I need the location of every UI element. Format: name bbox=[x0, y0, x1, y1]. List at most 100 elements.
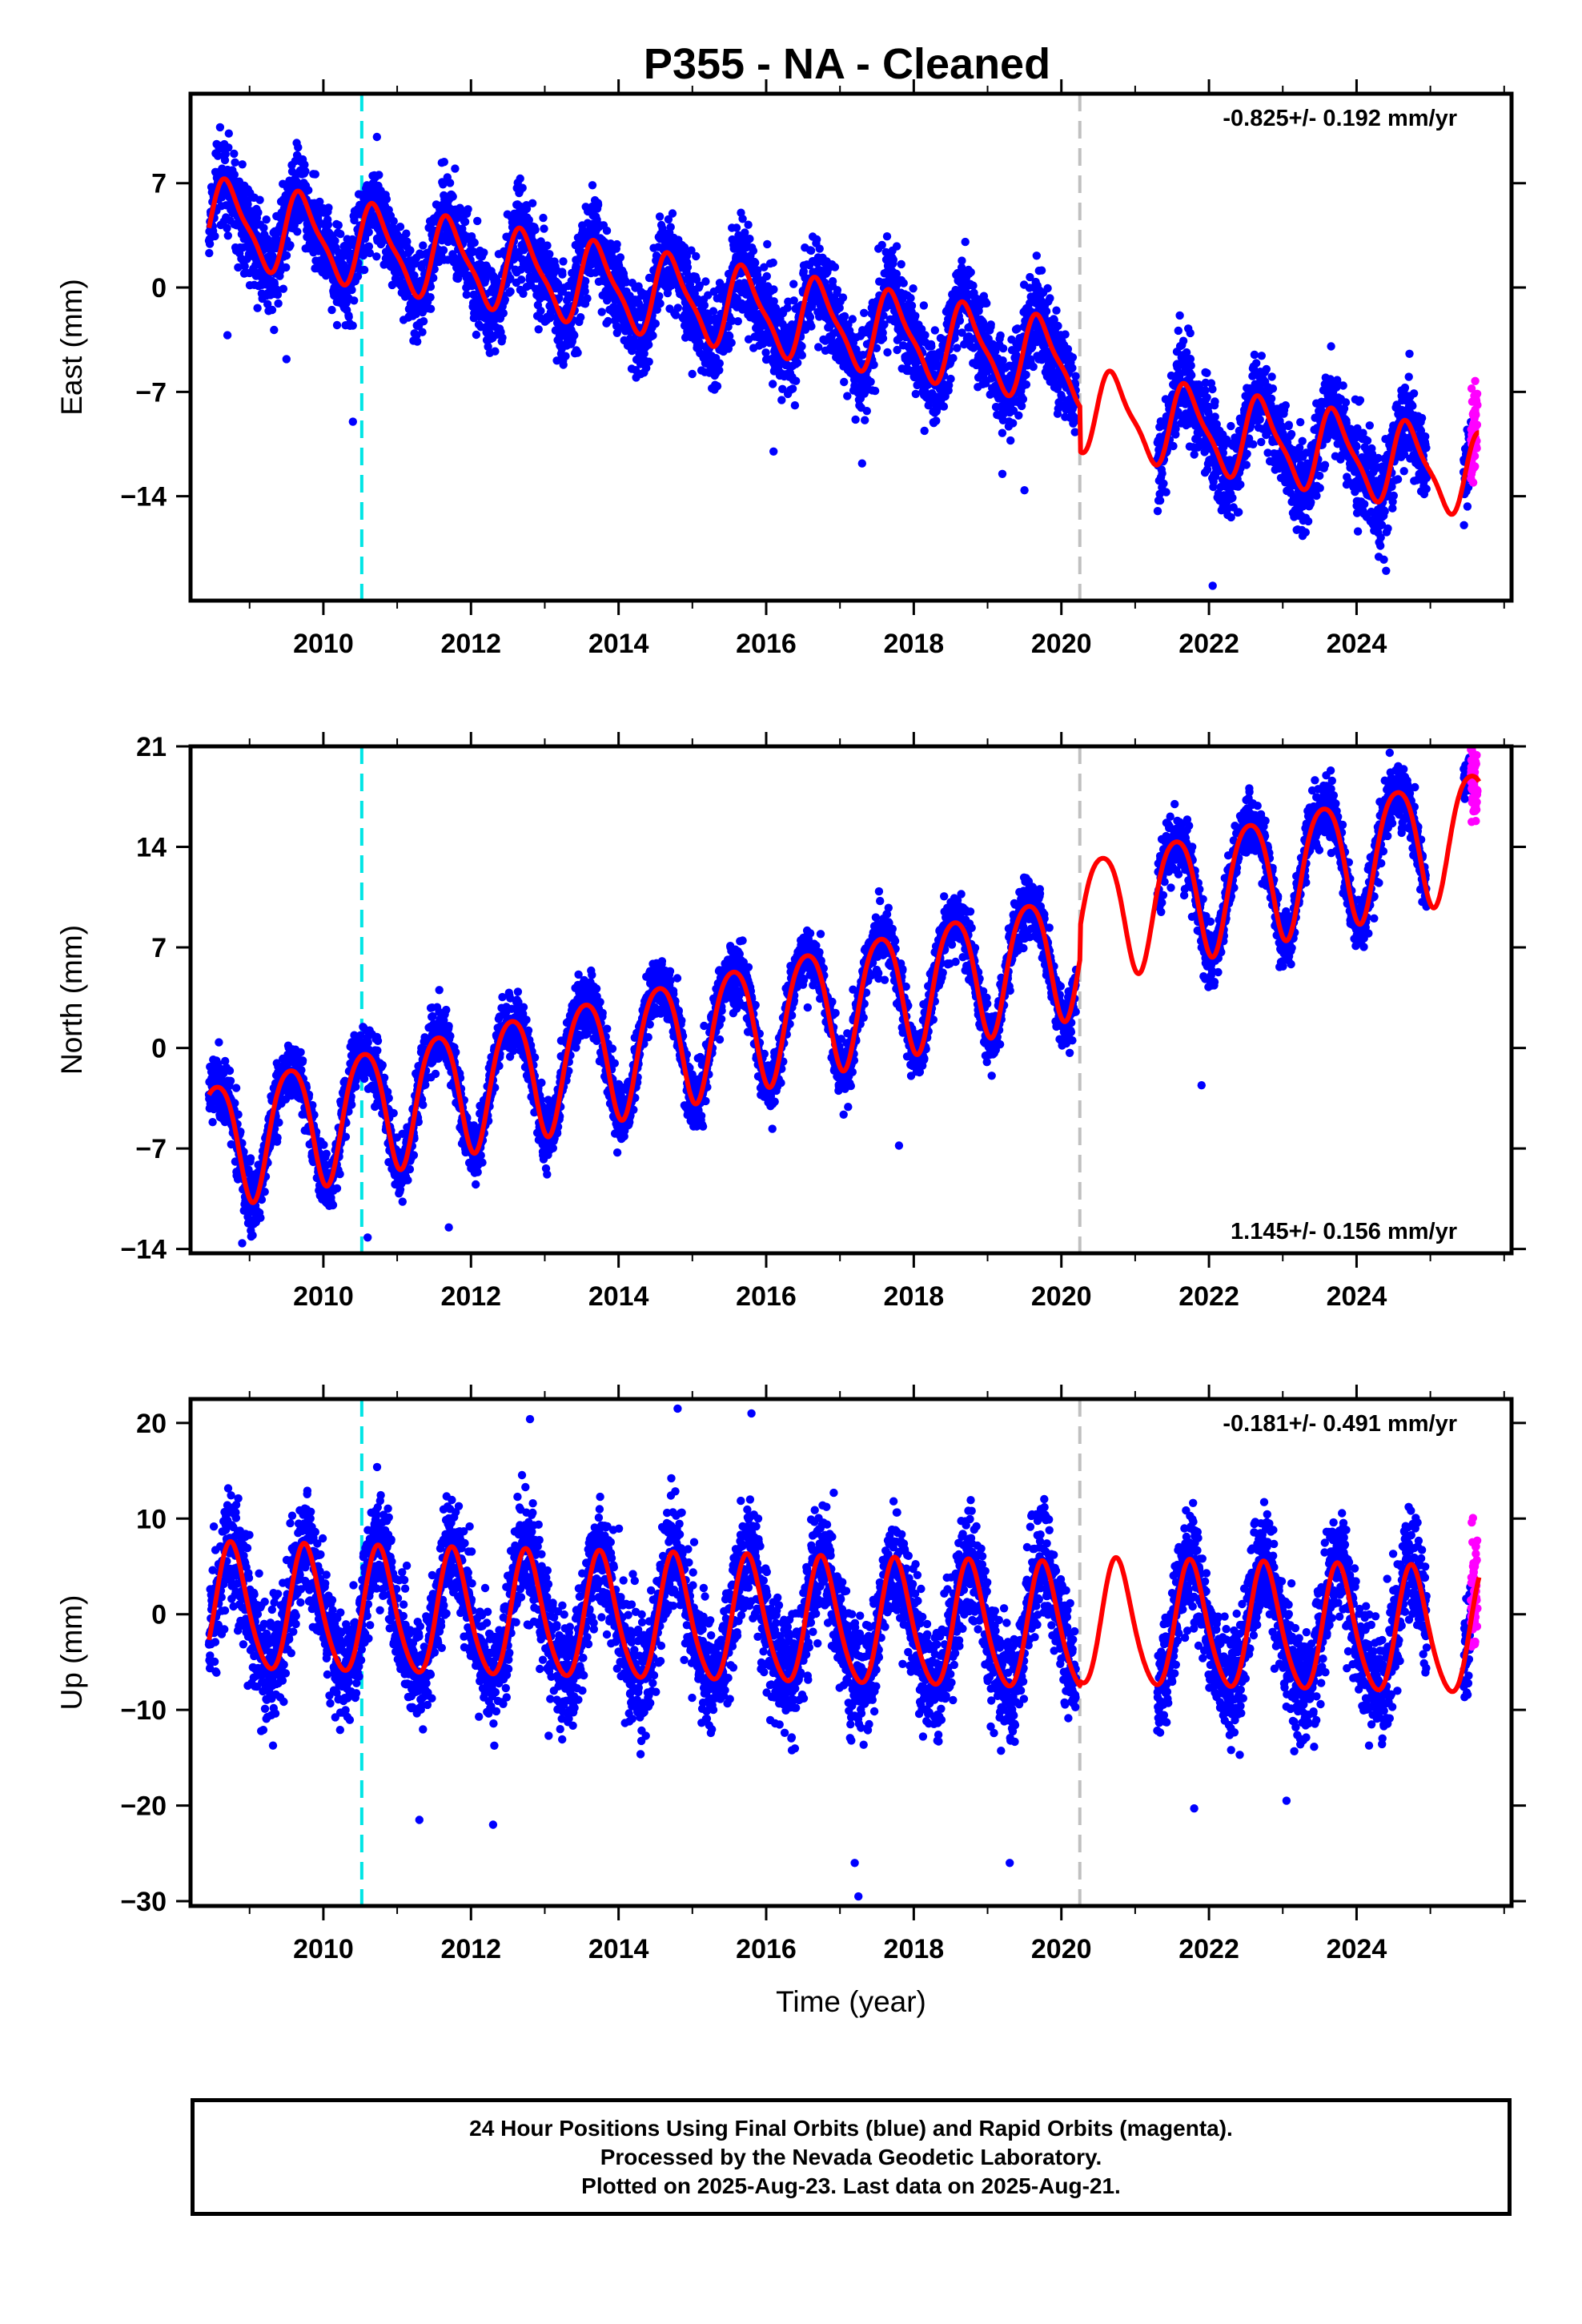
final-orbit-point bbox=[528, 199, 537, 207]
final-orbit-point bbox=[814, 343, 823, 352]
final-orbit-point bbox=[1267, 372, 1276, 381]
final-orbit-point bbox=[473, 216, 482, 226]
final-orbit-point bbox=[813, 235, 821, 244]
final-orbit-point bbox=[655, 292, 664, 300]
final-orbit-point bbox=[499, 308, 508, 318]
final-orbit-point bbox=[797, 342, 806, 351]
final-orbit-point bbox=[644, 357, 653, 366]
final-orbit-point bbox=[215, 123, 225, 132]
final-orbit-point bbox=[612, 239, 621, 249]
final-orbit-point bbox=[480, 248, 488, 257]
final-orbit-point bbox=[998, 356, 1007, 365]
final-orbit-point bbox=[230, 149, 239, 159]
final-orbit-point bbox=[815, 244, 824, 253]
final-orbit-point bbox=[939, 402, 949, 411]
final-orbit-point bbox=[545, 250, 554, 259]
final-orbit-point bbox=[949, 354, 958, 363]
final-orbit-point bbox=[332, 320, 342, 330]
final-orbit-point bbox=[1009, 419, 1018, 428]
final-orbit-point bbox=[1159, 479, 1168, 488]
final-orbit-point bbox=[1227, 421, 1235, 431]
final-orbit-point bbox=[1203, 393, 1211, 402]
final-orbit-point bbox=[547, 312, 556, 322]
panels: 2010 2012 2014 2016 2018 2020 2022 2024−14−707E… bbox=[55, 79, 1526, 1964]
final-orbit-point bbox=[848, 315, 857, 324]
final-orbit-point bbox=[762, 271, 771, 281]
final-orbit-point bbox=[440, 158, 448, 167]
final-orbit-point bbox=[930, 326, 940, 335]
final-orbit-point bbox=[301, 167, 310, 176]
final-orbit-point bbox=[668, 209, 677, 218]
final-orbit-point bbox=[230, 170, 239, 179]
final-orbit-point bbox=[439, 246, 448, 255]
final-orbit-point bbox=[223, 223, 231, 233]
final-orbit-point bbox=[793, 358, 802, 368]
final-orbit-point bbox=[331, 236, 339, 245]
final-orbit-point bbox=[862, 407, 872, 416]
final-orbit-point bbox=[897, 259, 905, 269]
final-orbit-point bbox=[656, 299, 665, 308]
final-orbit-point bbox=[267, 305, 277, 315]
final-orbit-point bbox=[375, 171, 383, 179]
final-orbit-point bbox=[725, 332, 734, 340]
final-orbit-point bbox=[671, 311, 681, 320]
final-orbit-point bbox=[861, 416, 869, 424]
final-orbit-point bbox=[869, 360, 878, 369]
final-orbit-point bbox=[1186, 328, 1195, 338]
final-orbit-point bbox=[448, 192, 457, 201]
final-orbit-point bbox=[255, 195, 264, 204]
final-orbit-point bbox=[889, 255, 898, 264]
final-orbit-point bbox=[231, 158, 239, 167]
final-orbit-point bbox=[500, 296, 509, 304]
final-orbit-point bbox=[389, 217, 398, 226]
final-orbit-point bbox=[838, 293, 848, 302]
final-orbit-point bbox=[866, 377, 875, 386]
final-orbit-point bbox=[1203, 368, 1211, 377]
final-orbit-point bbox=[1287, 429, 1296, 439]
final-orbit-point bbox=[543, 241, 552, 250]
final-orbit-point bbox=[1250, 350, 1259, 360]
final-orbit-point bbox=[919, 301, 929, 310]
final-orbit-point bbox=[336, 230, 345, 239]
final-orbit-point bbox=[364, 227, 373, 237]
final-orbit-point bbox=[1052, 306, 1061, 315]
final-orbit-point bbox=[899, 279, 908, 287]
final-orbit-point bbox=[588, 181, 597, 190]
final-orbit-point bbox=[777, 396, 786, 404]
final-orbit-point bbox=[878, 334, 888, 343]
final-orbit-point bbox=[911, 312, 920, 320]
final-orbit-point bbox=[709, 307, 718, 316]
final-orbit-point bbox=[518, 183, 527, 192]
final-orbit-point bbox=[1042, 307, 1051, 316]
final-orbit-point bbox=[892, 242, 901, 251]
final-orbit-point bbox=[282, 251, 291, 260]
final-orbit-point bbox=[1227, 513, 1235, 522]
final-orbit-point bbox=[519, 289, 528, 298]
final-orbit-point bbox=[470, 238, 479, 247]
final-orbit-point bbox=[732, 223, 741, 232]
final-orbit-point bbox=[413, 337, 422, 346]
final-orbit-point bbox=[1242, 460, 1251, 469]
final-orbit-point bbox=[559, 360, 568, 369]
panel-east: 2010 2012 2014 2016 2018 2020 2022 2024−14−707E… bbox=[55, 79, 1526, 659]
final-orbit-point bbox=[224, 143, 233, 152]
final-orbit-point bbox=[350, 296, 359, 305]
final-orbit-point bbox=[1235, 508, 1243, 517]
final-orbit-point bbox=[715, 366, 724, 375]
final-orbit-point bbox=[223, 231, 232, 240]
final-orbit-point bbox=[751, 258, 760, 267]
final-orbit-point bbox=[833, 286, 842, 295]
final-orbit-point bbox=[224, 129, 233, 138]
final-orbit-point bbox=[760, 263, 769, 271]
final-orbit-point bbox=[883, 348, 892, 357]
final-orbit-point bbox=[372, 252, 381, 261]
final-orbit-point bbox=[666, 223, 675, 231]
final-orbit-point bbox=[569, 275, 578, 284]
final-orbit-point bbox=[205, 239, 215, 248]
final-orbit-point bbox=[745, 235, 754, 243]
final-orbit-point bbox=[472, 330, 481, 340]
final-orbit-point bbox=[1032, 251, 1042, 260]
final-orbit-point bbox=[323, 220, 333, 229]
final-orbit-point bbox=[797, 351, 806, 360]
final-orbit-point bbox=[664, 215, 673, 224]
